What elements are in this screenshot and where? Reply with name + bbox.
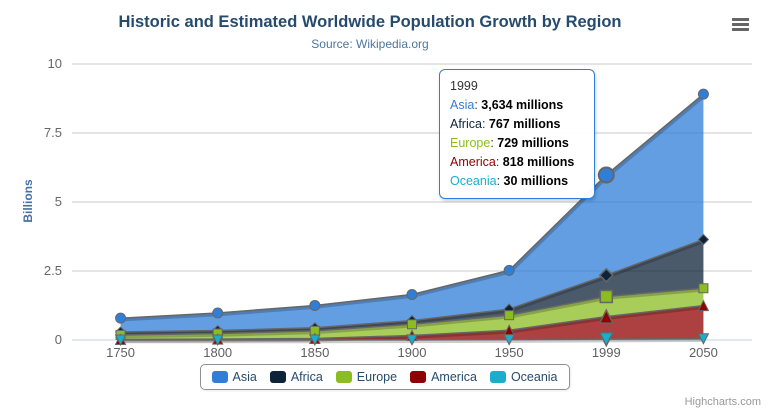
circle-marker[interactable] (697, 88, 709, 100)
circle-marker[interactable] (115, 312, 127, 324)
x-axis-tick-label: 1850 (300, 345, 330, 360)
legend-label: Africa (290, 370, 323, 384)
tooltip-series-name: Asia (450, 98, 475, 112)
chart-title: Historic and Estimated Worldwide Populat… (118, 13, 622, 31)
area-asia[interactable] (120, 94, 704, 333)
triangle-down-marker[interactable] (406, 334, 418, 346)
legend-item-asia[interactable]: Asia (211, 370, 257, 384)
tooltip-series-name: Africa (450, 117, 482, 131)
legend-label: Oceania (510, 370, 558, 384)
y-axis-tick-label: 7.5 (43, 125, 62, 140)
tooltip-series-value: 767 millions (488, 117, 561, 131)
legend-label: Asia (232, 370, 257, 384)
x-axis-tick-label: 1800 (203, 345, 233, 360)
legend-item-africa[interactable]: Africa (269, 370, 323, 384)
export-menu-button[interactable] (729, 14, 753, 34)
tooltip-series-value: 30 millions (503, 174, 569, 188)
circle-marker[interactable] (597, 166, 615, 184)
credits-link[interactable]: Highcharts.com (684, 396, 761, 408)
y-axis-tick-label: 5 (54, 194, 62, 209)
circle-marker[interactable] (406, 288, 418, 300)
tooltip-row-europe: Europe: 729 millions (450, 136, 569, 150)
legend-symbol (335, 371, 352, 383)
tooltip-series-value: 818 millions (502, 155, 575, 169)
hamburger-icon (732, 28, 749, 31)
legend-symbol (211, 371, 228, 383)
circle-marker[interactable] (503, 264, 515, 276)
hamburger-icon (732, 18, 749, 21)
tooltip-row-asia: Asia: 3,634 millions (450, 98, 564, 112)
legend-item-europe[interactable]: Europe (335, 370, 398, 384)
triangle-down-marker[interactable] (697, 333, 710, 345)
x-axis-tick-label: 1950 (494, 345, 524, 360)
chart-subtitle: Source: Wikipedia.org (311, 37, 429, 51)
legend-symbol (269, 371, 286, 383)
tooltip-series-value: 3,634 millions (481, 98, 564, 112)
x-axis-tick-label: 1900 (397, 345, 427, 360)
tooltip-series-name: Oceania (450, 174, 497, 188)
x-axis-tick-label: 1999 (591, 345, 621, 360)
y-axis-tick-label: 10 (47, 56, 62, 71)
triangle-marker[interactable] (697, 299, 710, 312)
hamburger-icon (732, 23, 749, 26)
tooltip-series-name: America (450, 155, 496, 169)
legend-symbol (489, 371, 506, 383)
tooltip-rows: Asia: 3,634 millions Africa: 767 millions… (450, 96, 584, 191)
triangle-down-marker[interactable] (211, 334, 224, 347)
y-axis-tick-label: 0 (54, 332, 62, 347)
diamond-marker[interactable] (598, 267, 614, 283)
triangle-down-marker[interactable] (114, 334, 127, 347)
x-axis-tick-label: 2050 (688, 345, 718, 360)
legend-symbol (410, 371, 427, 383)
area-africa[interactable] (120, 239, 704, 335)
tooltip-row-africa: Africa: 767 millions (450, 117, 561, 131)
square-marker[interactable] (698, 283, 709, 294)
tooltip-row-america: America: 818 millions (450, 155, 575, 169)
circle-marker[interactable] (309, 299, 321, 311)
y-axis-tick-label: 2.5 (43, 263, 62, 278)
tooltip-series-name: Europe (450, 136, 491, 150)
triangle-down-marker[interactable] (503, 334, 515, 346)
triangle-marker[interactable] (598, 308, 614, 324)
square-marker[interactable] (407, 319, 417, 330)
square-marker[interactable] (599, 289, 614, 304)
tooltip-series-value: 729 millions (497, 136, 569, 150)
legend-label: Europe (356, 370, 398, 384)
triangle-down-marker[interactable] (309, 334, 321, 347)
circle-marker[interactable] (212, 307, 224, 319)
legend-item-oceania[interactable]: Oceania (489, 370, 558, 384)
legend-wrap: Asia Africa Europe America Oceania (0, 364, 769, 390)
legend-item-america[interactable]: America (410, 370, 477, 384)
diamond-marker[interactable] (697, 233, 710, 246)
legend-label: America (431, 370, 477, 384)
square-marker[interactable] (504, 310, 515, 321)
legend-box: Asia Africa Europe America Oceania (199, 364, 570, 390)
tooltip-row-oceania: Oceania: 30 millions (450, 174, 569, 188)
x-axis-tick-label: 1750 (106, 345, 136, 360)
tooltip-header: 1999 (450, 79, 478, 93)
triangle-down-marker[interactable] (598, 331, 614, 348)
tooltip: 1999 Asia: 3,634 millions Africa: 767 mil… (439, 69, 595, 199)
area-america[interactable] (120, 305, 704, 340)
